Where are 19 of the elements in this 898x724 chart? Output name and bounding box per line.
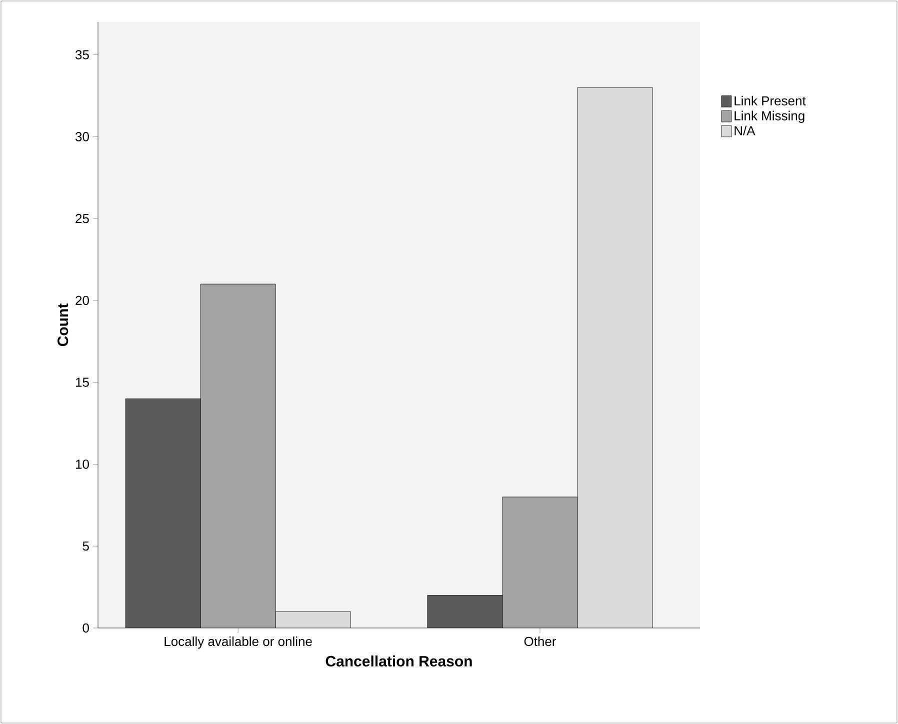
y-tick-label: 15 bbox=[76, 378, 89, 387]
bar bbox=[427, 595, 503, 628]
y-tick-label: 35 bbox=[76, 50, 89, 60]
legend-label: N/A bbox=[734, 126, 756, 136]
y-axis-title: Count bbox=[58, 304, 68, 346]
y-tick-label: 10 bbox=[76, 460, 89, 469]
y-tick-label: 20 bbox=[76, 296, 89, 306]
bar bbox=[126, 398, 201, 628]
y-tick-label: 25 bbox=[76, 214, 89, 224]
bar bbox=[276, 612, 351, 628]
legend-label: Link Missing bbox=[734, 110, 804, 123]
bar bbox=[577, 87, 653, 628]
legend-label: Link Present bbox=[734, 96, 806, 106]
x-tick-label: Locally available or online bbox=[164, 636, 312, 649]
y-tick-label: 30 bbox=[76, 132, 89, 142]
x-axis-title: Cancellation Reason bbox=[326, 656, 472, 667]
y-tick-label: 0 bbox=[82, 623, 89, 633]
x-tick-label: Other bbox=[524, 636, 556, 646]
y-tick-label: 5 bbox=[82, 542, 89, 551]
